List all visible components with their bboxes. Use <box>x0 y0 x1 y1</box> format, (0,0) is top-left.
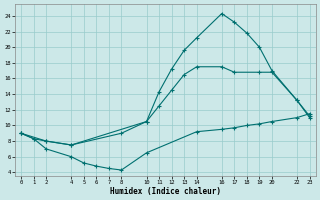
X-axis label: Humidex (Indice chaleur): Humidex (Indice chaleur) <box>110 187 221 196</box>
